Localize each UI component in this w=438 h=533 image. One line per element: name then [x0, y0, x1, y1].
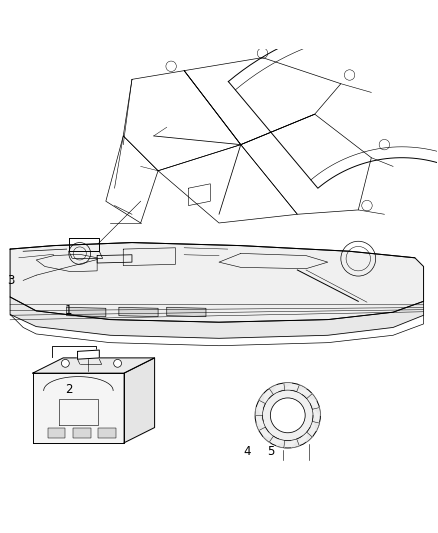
Polygon shape [291, 385, 306, 392]
Text: 3: 3 [7, 274, 14, 287]
Polygon shape [306, 427, 312, 442]
Text: 4: 4 [244, 445, 251, 458]
Polygon shape [228, 19, 438, 254]
Circle shape [255, 383, 321, 448]
Polygon shape [119, 308, 158, 317]
Polygon shape [302, 394, 317, 400]
Text: 2: 2 [65, 383, 73, 395]
Polygon shape [167, 308, 206, 317]
Polygon shape [124, 358, 155, 443]
Bar [48, 427, 65, 439]
Polygon shape [10, 243, 424, 322]
Polygon shape [312, 415, 319, 431]
Polygon shape [310, 403, 321, 415]
Polygon shape [33, 373, 124, 443]
Text: 5: 5 [268, 445, 275, 458]
Polygon shape [256, 423, 269, 432]
Circle shape [61, 359, 69, 367]
Polygon shape [276, 440, 291, 448]
Circle shape [114, 359, 121, 367]
Polygon shape [78, 350, 99, 359]
Polygon shape [279, 383, 292, 392]
Polygon shape [259, 394, 265, 409]
Polygon shape [33, 358, 155, 373]
Polygon shape [292, 436, 302, 448]
Circle shape [270, 398, 305, 433]
Bar [73, 427, 91, 439]
Polygon shape [67, 308, 106, 317]
Text: 1: 1 [65, 304, 73, 317]
Polygon shape [255, 408, 263, 422]
Polygon shape [10, 297, 424, 338]
Polygon shape [269, 385, 276, 399]
Polygon shape [263, 436, 279, 442]
Bar [99, 427, 116, 439]
